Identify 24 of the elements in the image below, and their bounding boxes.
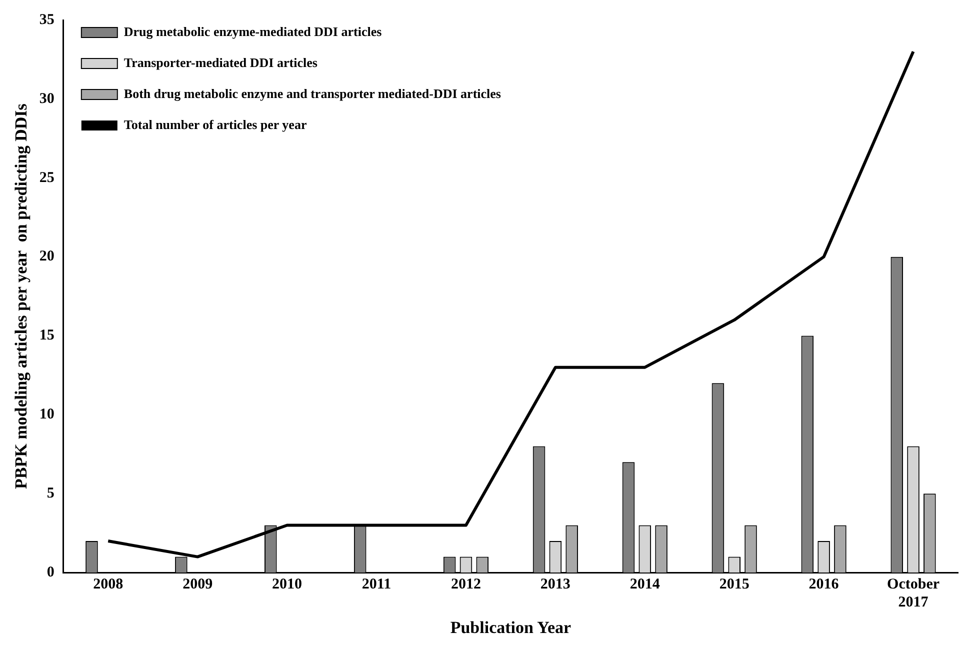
y-tick-label: 10 [39,406,54,423]
x-tick-label: 2009 [182,576,213,592]
x-tick-label: 2008 [93,576,124,592]
legend-label: Both drug metabolic enzyme and transporter mediated-DDI articles [124,86,501,101]
x-tick-label: 2010 [272,576,302,592]
x-tick-label: 2015 [719,576,750,592]
y-axis-title: PBPK modeling articles per year on predicting DDIs [12,103,31,489]
legend-label: Total number of articles per year [124,116,307,132]
x-tick-label: 2013 [540,576,570,592]
y-tick-label: 25 [39,170,54,186]
x-tick-label: 2012 [450,576,481,592]
x-tick-label: 2016 [808,576,840,592]
x-tick-label: 2011 [362,576,392,592]
y-tick-label: 30 [39,90,54,107]
legend-label: Drug metabolic enzyme-mediated DDI articles [124,24,382,39]
y-tick-label: 35 [39,12,54,28]
legend-label: Transporter-mediated DDI articles [124,54,318,70]
y-tick-label: 20 [39,248,54,265]
x-tick-label: 2014 [630,576,660,592]
y-tick-label: 0 [46,564,54,580]
y-tick-label: 5 [46,486,54,502]
x-axis-title: Publication Year [450,618,572,638]
x-tick-label: October 2017 [887,576,940,610]
y-tick-label: 15 [39,328,54,344]
